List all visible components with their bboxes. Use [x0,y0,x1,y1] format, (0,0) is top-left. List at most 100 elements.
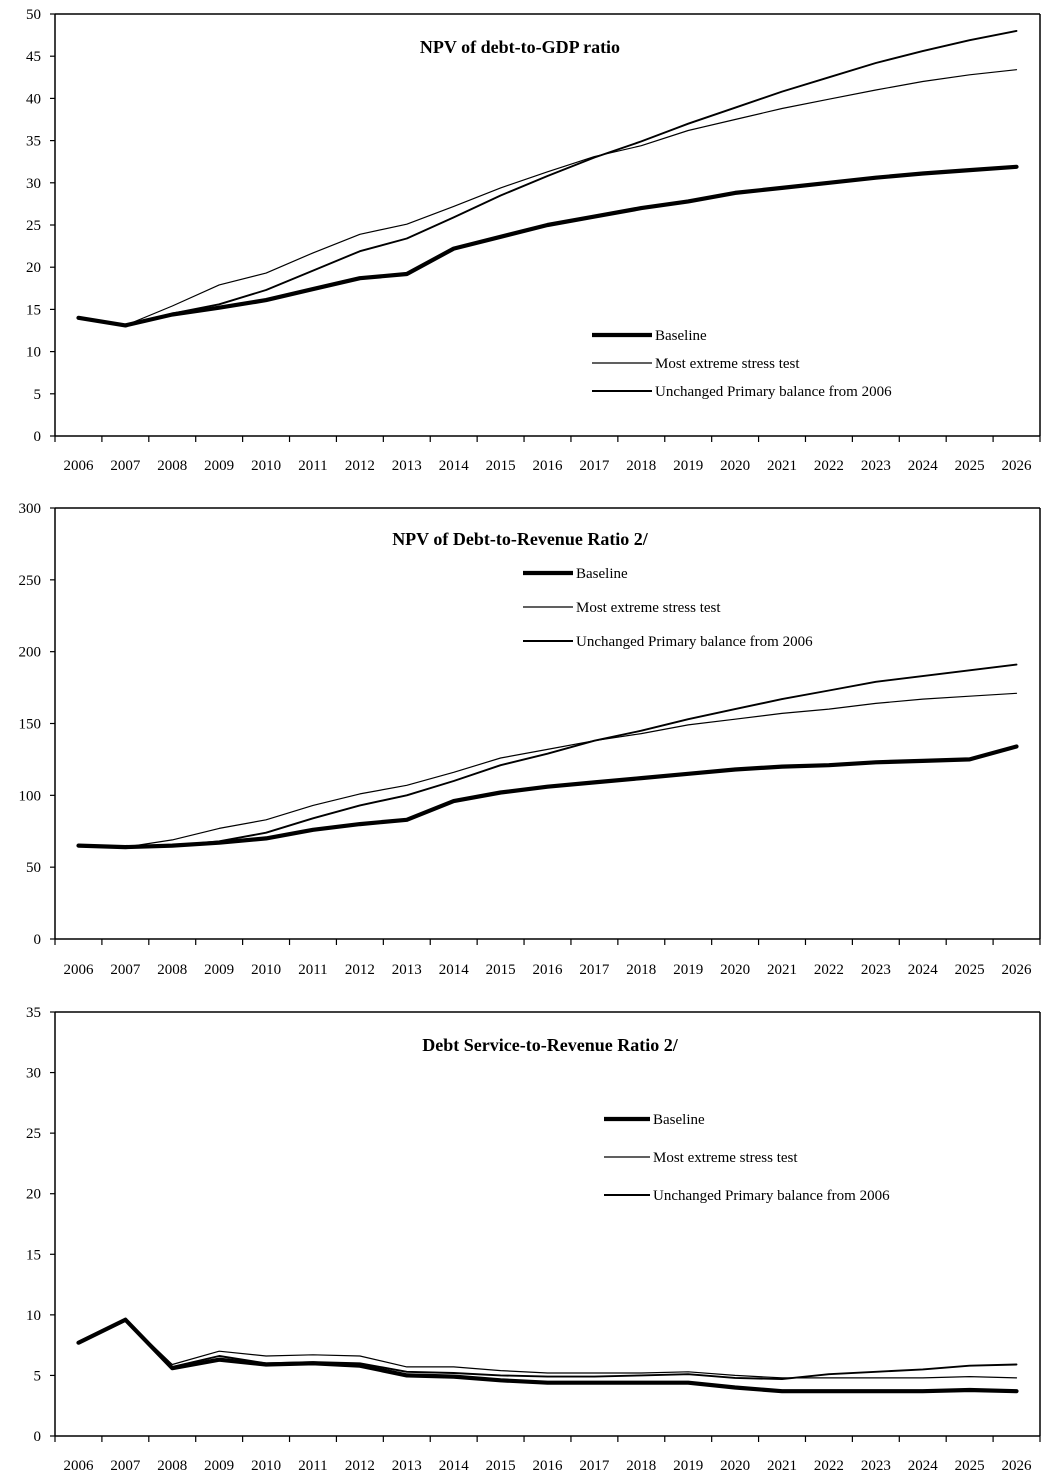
legend-label: Unchanged Primary balance from 2006 [655,384,892,400]
series-baseline [76,744,1019,850]
x-tick-label: 2018 [626,1458,656,1474]
y-tick-label: 5 [34,1368,42,1384]
x-tick-label: 2012 [345,962,375,978]
x-tick-label: 2022 [814,1458,844,1474]
x-tick-label: 2011 [298,962,327,978]
x-tick-label: 2024 [908,962,939,978]
x-tick-label: 2015 [486,458,516,474]
x-tick-label: 2020 [720,962,750,978]
x-tick-label: 2025 [955,1458,985,1474]
x-tick-label: 2006 [63,1458,94,1474]
x-tick-label: 2011 [298,458,327,474]
legend-label: Unchanged Primary balance from 2006 [576,634,813,650]
x-tick-label: 2025 [955,458,985,474]
y-tick-label: 50 [26,860,41,876]
y-tick-label: 5 [34,387,42,403]
series-line [76,744,1019,850]
series-line [77,29,1018,327]
series-unchanged-primary-balance-from-2006 [77,663,1018,849]
legend-label: Unchanged Primary balance from 2006 [653,1188,890,1204]
x-tick-label: 2013 [392,458,422,474]
x-tick-label: 2024 [908,458,939,474]
x-tick-label: 2019 [673,458,703,474]
series-line [77,1318,1018,1381]
y-tick-label: 10 [26,1308,41,1324]
x-tick-label: 2006 [63,458,94,474]
x-tick-label: 2018 [626,458,656,474]
x-tick-label: 2009 [204,1458,234,1474]
series-line [76,164,1019,328]
x-tick-label: 2022 [814,962,844,978]
x-tick-label: 2022 [814,458,844,474]
series-unchanged-primary-balance-from-2006 [77,29,1018,327]
x-tick-label: 2008 [157,962,187,978]
series-line [77,1319,1018,1379]
y-tick-label: 30 [26,1066,41,1082]
y-tick-label: 15 [26,302,41,318]
y-tick-label: 15 [26,1247,41,1263]
x-tick-label: 2009 [204,458,234,474]
legend-label: Most extreme stress test [653,1150,798,1166]
x-tick-label: 2023 [861,458,891,474]
x-tick-label: 2017 [579,962,610,978]
x-tick-label: 2024 [908,1458,939,1474]
series-unchanged-primary-balance-from-2006 [77,1318,1018,1381]
x-tick-label: 2013 [392,1458,422,1474]
legend-label: Most extreme stress test [576,600,721,616]
x-tick-label: 2021 [767,962,797,978]
y-tick-label: 0 [34,1429,42,1445]
x-tick-label: 2023 [861,962,891,978]
x-tick-label: 2010 [251,1458,281,1474]
series-line [77,663,1018,849]
x-tick-label: 2015 [486,962,516,978]
y-tick-label: 25 [26,1126,41,1142]
series-baseline [76,1317,1019,1394]
y-tick-label: 40 [26,91,41,107]
y-tick-label: 20 [26,1187,41,1203]
x-tick-label: 2013 [392,962,422,978]
y-tick-label: 35 [26,134,41,150]
y-tick-label: 35 [26,1005,41,1021]
y-tick-label: 10 [26,345,41,361]
series-line [77,692,1018,848]
y-tick-label: 200 [19,645,42,661]
x-tick-label: 2009 [204,962,234,978]
x-tick-label: 2014 [439,1458,470,1474]
legend-label: Baseline [576,566,628,582]
x-tick-label: 2016 [533,1458,564,1474]
x-tick-label: 2026 [1002,962,1033,978]
x-tick-label: 2019 [673,1458,703,1474]
chart-title: Debt Service-to-Revenue Ratio 2/ [422,1035,678,1055]
legend: Baseline Most extreme stress test Unchange… [523,566,813,650]
x-tick-label: 2012 [345,458,375,474]
y-tick-label: 150 [19,717,42,733]
x-tick-label: 2019 [673,962,703,978]
x-tick-label: 2021 [767,458,797,474]
y-tick-label: 45 [26,49,41,65]
chart-title: NPV of debt-to-GDP ratio [420,37,620,57]
y-tick-label: 30 [26,176,41,192]
x-tick-label: 2021 [767,1458,797,1474]
x-tick-label: 2015 [486,1458,516,1474]
x-tick-label: 2023 [861,1458,891,1474]
legend-label: Baseline [655,328,707,344]
x-tick-label: 2007 [110,1458,141,1474]
series-line [77,69,1018,326]
legend-label: Most extreme stress test [655,356,800,372]
chart-2: 0 50 100 150 200 250 300 2006 2007 2008 2009 2010 20… [19,501,1041,978]
y-tick-label: 0 [34,932,42,948]
series-most-extreme-stress-test [77,1319,1018,1379]
x-tick-label: 2006 [63,962,94,978]
x-tick-label: 2008 [157,458,187,474]
y-tick-label: 25 [26,218,41,234]
x-tick-label: 2014 [439,458,470,474]
x-tick-label: 2011 [298,1458,327,1474]
x-tick-label: 2026 [1002,458,1033,474]
series-line [76,1317,1019,1394]
series-most-extreme-stress-test [77,692,1018,848]
x-tick-label: 2014 [439,962,470,978]
x-tick-label: 2007 [110,458,141,474]
